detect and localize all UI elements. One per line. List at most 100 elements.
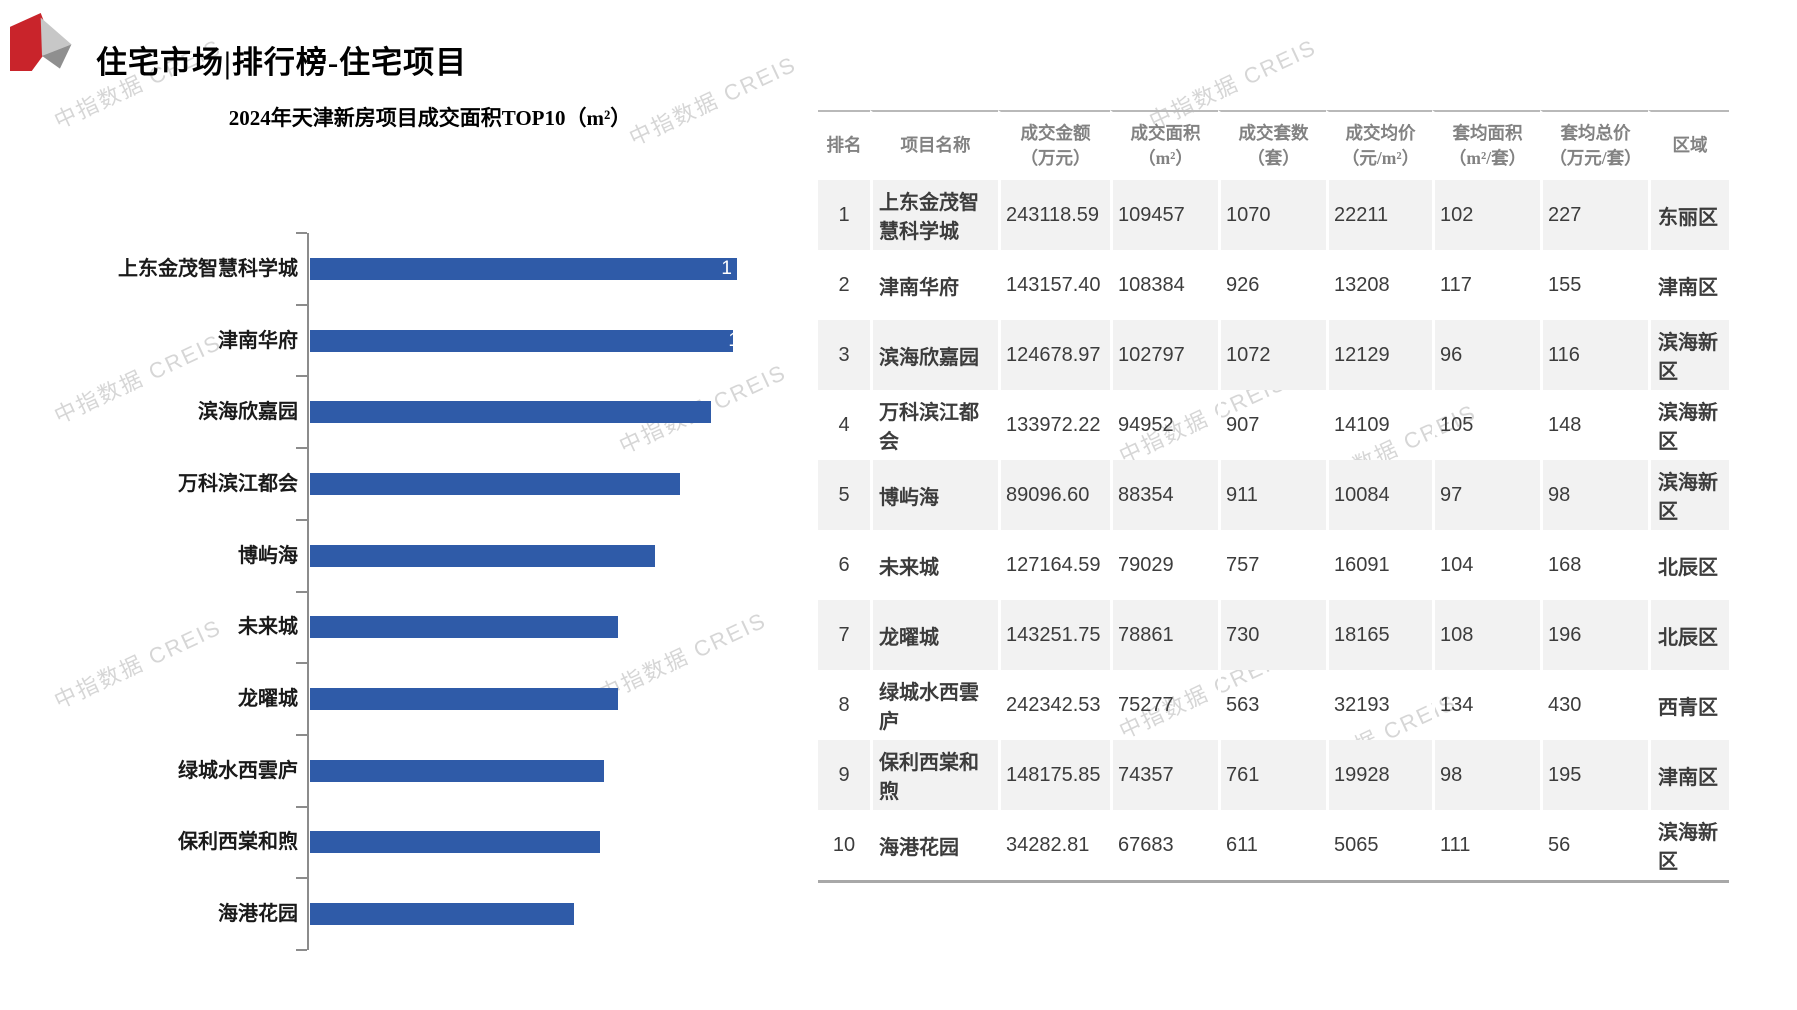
table-row: 2 津南华府 143157.40 108384 926 13208 117 155 津南区 — [818, 250, 1729, 320]
page-title: 住宅市场|排行榜-住宅项目 — [96, 44, 468, 80]
column-header-units-sold: 成交套数 （套） — [1218, 110, 1326, 180]
cell-transaction-amount: 243118.59 — [998, 180, 1110, 250]
cell-transaction-area: 75277 — [1110, 670, 1218, 740]
cell-transaction-area: 94952 — [1110, 390, 1218, 460]
cell-units-sold: 926 — [1218, 250, 1326, 320]
axis-tick — [296, 949, 307, 951]
category-label: 海港花园 — [218, 903, 298, 925]
cell-district: 津南区 — [1648, 740, 1729, 810]
table-row: 6 未来城 127164.59 79029 757 16091 104 168 北辰区 — [818, 530, 1729, 600]
cell-units-sold: 1070 — [1218, 180, 1326, 250]
table-row: 7 龙曜城 143251.75 78861 730 18165 108 196 北辰区 — [818, 600, 1729, 670]
cell-avg-area-per-unit: 104 — [1432, 530, 1540, 600]
category-label: 万科滨江都会 — [178, 473, 298, 495]
cell-avg-total-price: 56 — [1540, 810, 1648, 880]
cell-rank: 2 — [838, 273, 850, 296]
cell-district: 东丽区 — [1648, 180, 1729, 250]
ranking-table: 排名 项目名称 成交金额 （万元） 成交面积 （m²） 成交套数 （套） 成交均价 （元/m²）套… — [818, 110, 1729, 883]
cell-transaction-area: 79029 — [1110, 530, 1218, 600]
column-unit: （万元/套） — [1549, 148, 1642, 168]
cell-rank: 8 — [838, 693, 850, 716]
column-header-avg-price: 成交均价 （元/m²） — [1326, 110, 1432, 180]
cell-avg-area-per-unit: 97 — [1432, 460, 1540, 530]
cell-district: 滨海新区 — [1648, 390, 1729, 460]
cell-transaction-amount: 143251.75 — [998, 600, 1110, 670]
bar-value-label: 1 — [728, 330, 733, 352]
cell-avg-area-per-unit: 98 — [1432, 740, 1540, 810]
bar — [310, 903, 574, 925]
category-label: 博屿海 — [238, 545, 298, 567]
cell-avg-price: 22211 — [1326, 180, 1432, 250]
cell-avg-area-per-unit: 102 — [1432, 180, 1540, 250]
category-label: 保利西棠和煦 — [178, 831, 298, 853]
cell-transaction-area: 108384 — [1110, 250, 1218, 320]
bar — [310, 688, 618, 710]
cell-project-name: 上东金茂智慧科学城 — [870, 180, 998, 250]
cell-rank: 6 — [838, 553, 850, 576]
cell-avg-area-per-unit: 117 — [1432, 250, 1540, 320]
axis-tick — [296, 734, 307, 736]
column-unit: （元/m²） — [1341, 148, 1420, 168]
category-label: 绿城水西雲庐 — [178, 760, 298, 782]
cell-avg-area-per-unit: 134 — [1432, 670, 1540, 740]
category-label: 上东金茂智慧科学城 — [118, 258, 298, 280]
cell-rank: 10 — [832, 833, 856, 856]
cell-rank: 7 — [818, 600, 870, 670]
cell-transaction-area: 74357 — [1110, 740, 1218, 810]
cell-rank: 9 — [818, 740, 870, 810]
y-axis-line — [307, 233, 309, 950]
cell-avg-total-price: 227 — [1540, 180, 1648, 250]
cell-rank: 1 — [818, 180, 870, 250]
column-header-avg-area-per-unit: 套均面积 （m²/套） — [1432, 110, 1540, 180]
cell-transaction-amount: 133972.22 — [998, 390, 1110, 460]
axis-tick — [296, 877, 307, 879]
cell-district: 北辰区 — [1648, 530, 1729, 600]
cell-avg-total-price: 430 — [1540, 670, 1648, 740]
cell-units-sold: 611 — [1218, 810, 1326, 880]
cell-rank: 3 — [818, 320, 870, 390]
cell-avg-price: 16091 — [1326, 530, 1432, 600]
cell-transaction-amount: 124678.97 — [998, 320, 1110, 390]
cell-units-sold: 563 — [1218, 670, 1326, 740]
cell-transaction-area: 102797 — [1110, 320, 1218, 390]
cell-avg-total-price: 116 — [1540, 320, 1648, 390]
column-unit: （万元） — [1020, 148, 1091, 168]
cell-avg-total-price: 195 — [1540, 740, 1648, 810]
cell-project-name: 未来城 — [870, 530, 998, 600]
table-row: 1 上东金茂智慧科学城 243118.59 109457 1070 22211 102 227… — [818, 180, 1729, 250]
table-header-row: 排名 项目名称 成交金额 （万元） 成交面积 （m²） 成交套数 （套） 成交均价 （元/m²）套… — [818, 110, 1729, 180]
cell-avg-area-per-unit: 108 — [1432, 600, 1540, 670]
cell-avg-price: 32193 — [1326, 670, 1432, 740]
bar — [310, 473, 680, 495]
cell-avg-price: 10084 — [1326, 460, 1432, 530]
cell-transaction-amount: 143157.40 — [998, 250, 1110, 320]
cell-avg-area-per-unit: 105 — [1432, 390, 1540, 460]
column-unit: （m²/套） — [1448, 148, 1527, 168]
cell-project-name: 万科滨江都会 — [870, 390, 998, 460]
bar — [310, 831, 600, 853]
cell-project-name: 海港花园 — [870, 810, 998, 880]
cell-district: 滨海新区 — [1648, 460, 1729, 530]
category-label: 滨海欣嘉园 — [198, 401, 298, 423]
cell-avg-total-price: 98 — [1540, 460, 1648, 530]
ranking-table-wrap: 排名 项目名称 成交金额 （万元） 成交面积 （m²） 成交套数 （套） 成交均价 （元/m²）套… — [818, 110, 1729, 883]
cell-project-name: 津南华府 — [870, 250, 998, 320]
cell-project-name: 绿城水西雲庐 — [870, 670, 998, 740]
cell-avg-area-per-unit: 111 — [1432, 810, 1540, 880]
cell-transaction-amount: 242342.53 — [998, 670, 1110, 740]
cell-transaction-amount: 148175.85 — [998, 740, 1110, 810]
column-header-rank: 排名 — [818, 110, 870, 180]
cell-district: 西青区 — [1648, 670, 1729, 740]
category-label: 津南华府 — [218, 330, 298, 352]
bar-value-label: 1 — [721, 258, 732, 279]
bar — [310, 545, 655, 567]
cell-project-name: 博屿海 — [870, 460, 998, 530]
cell-transaction-area: 78861 — [1110, 600, 1218, 670]
axis-tick — [296, 375, 307, 377]
table-row: 10 海港花园 34282.81 67683 611 5065 111 56 滨海新区 — [818, 810, 1729, 880]
bar — [310, 401, 711, 423]
cell-avg-total-price: 196 — [1540, 600, 1648, 670]
axis-tick — [296, 232, 307, 234]
cell-project-name: 保利西棠和煦 — [870, 740, 998, 810]
